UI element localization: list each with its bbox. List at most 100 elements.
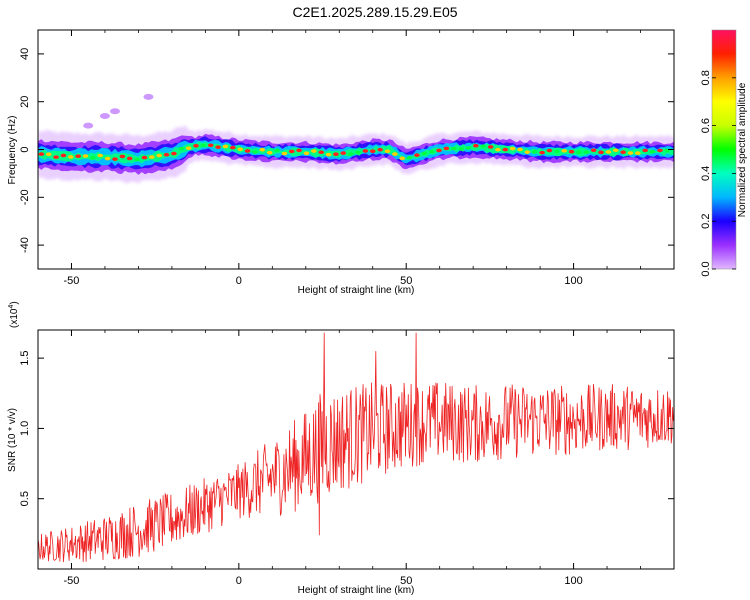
spectrogram-peak [517,147,523,152]
spectrogram-peak [583,150,590,154]
snr-panel: -50 0 50 100 0.5 1.0 1.5 Height of straight li… [7,301,675,596]
spectrogram-xtick-label: 0 [236,275,242,287]
spectrogram-xtick-label: -50 [64,275,80,287]
spectrogram-peak [642,148,649,153]
spectrogram-peak [252,150,258,154]
spectrogram-peak [45,152,52,157]
spectrogram-peak [149,155,155,159]
colorbar-tick-label: 0.8 [700,70,712,85]
spectrogram-peak [163,152,170,157]
spectrogram-peak [612,148,619,153]
spectrogram-peak [377,147,383,152]
spectrogram-peak [473,143,479,148]
spectrogram-peak [215,145,221,149]
spectrogram-peak [450,146,457,151]
snr-multiplier-close: ) [9,301,20,304]
spectrogram-peak [244,149,251,153]
spectrogram-peak [230,145,236,150]
spectrogram-peak [288,149,295,154]
snr-xtick-label: 0 [236,575,242,587]
spectrogram-peak [421,151,428,156]
snr-series-line [38,332,674,563]
spectrogram-peak [126,156,133,161]
spectrogram-peak [531,149,538,154]
spectrogram-peak [119,154,126,159]
spectrogram-peak [428,149,435,154]
spectrogram-peak [605,150,612,154]
spectrogram-peak [355,150,361,155]
spectrogram-peak [318,150,324,155]
spectrogram-peak [171,151,177,156]
spectrogram-peak [414,153,420,157]
snr-ytick-label: 1.5 [19,350,31,365]
colorbar-gradient [712,30,736,269]
spectrogram-peak [436,148,442,153]
spectrogram-peak [237,147,243,152]
snr-xlabel: Height of straight line (km) [298,585,415,596]
spectrogram-peak [627,151,634,155]
spectrogram-peak [539,150,545,155]
spectrogram-peak [576,150,582,155]
spectrogram-peak [465,146,472,150]
snr-plot-area [38,332,674,563]
snr-ytick-label: 0.5 [19,491,31,506]
spectrogram-ytick-label: 20 [19,96,31,108]
spectrogram-peak [207,143,214,148]
spectrogram-xtick-label: 100 [564,275,582,287]
spectrogram-ytick-label: 0 [19,146,31,152]
spectrogram-peak [347,152,354,156]
spectrogram-ytick-label: -20 [19,189,31,205]
spectrogram-peak [53,155,59,159]
spectrogram-peak [141,155,148,160]
colorbar-tick-label: 0.4 [700,166,712,181]
snr-xtick-label: -50 [64,575,80,587]
snr-ytick-label: 1.0 [19,421,31,436]
spectrogram-sparse-point [109,108,120,115]
colorbar: 0.0 0.2 0.4 0.6 0.8 Normalized spectral ampl… [700,29,748,277]
spectrogram-ticks: -50 0 50 100 -40 -20 0 20 40 [19,30,675,287]
spectrogram-peak [369,149,376,153]
spectrogram-peak [384,149,391,154]
spectrogram-peak [325,152,332,157]
spectrogram-peak [480,144,487,148]
spectrogram-peak [38,152,45,156]
spectrogram-peak [222,144,229,149]
colorbar-ticks: 0.0 0.2 0.4 0.6 0.8 [700,70,736,277]
spectrogram-sparse-point [99,113,110,120]
spectrogram-peak [443,146,450,151]
spectrogram-peak [259,147,266,152]
spectrogram-peak [104,156,111,161]
colorbar-frame [711,29,737,270]
spectrogram-peak [635,151,641,155]
spectrogram-peak [392,152,398,156]
spectrogram-sparse-point [143,93,154,100]
snr-xtick-label: 50 [400,575,412,587]
spectrogram-peak [185,146,192,150]
spectrogram-peak [649,149,656,154]
spectrogram-sparse-point [83,122,94,129]
spectrogram-peak [495,147,501,152]
spectrogram-peak [399,156,405,161]
colorbar-tick-label: 0.2 [700,214,712,229]
spectrogram-ylabel: Frequency (Hz) [7,116,18,185]
spectrogram-peak [620,150,626,155]
spectrogram-peak [281,151,288,156]
spectrogram-peak [82,154,89,158]
snr-frame [37,329,675,570]
colorbar-label: Normalized spectral amplitude [737,82,748,217]
spectrogram-peak [458,147,464,151]
spectrogram-xlabel: Height of straight line (km) [298,285,415,296]
spectrogram-peak [156,153,162,158]
spectrogram-peak [554,149,560,154]
spectrogram-peak [590,148,597,153]
figure-title: C2E1.2025.289.15.29.E05 [292,4,457,20]
spectrogram-peak [200,143,207,148]
spectrogram-peak [97,153,104,158]
spectrogram-peak [524,150,531,154]
spectrogram-peak [406,155,413,160]
spectrogram-peak [561,148,568,153]
spectrogram-plot-area [38,93,674,184]
spectrogram-peak [134,157,140,162]
spectrogram-peak [340,151,347,155]
